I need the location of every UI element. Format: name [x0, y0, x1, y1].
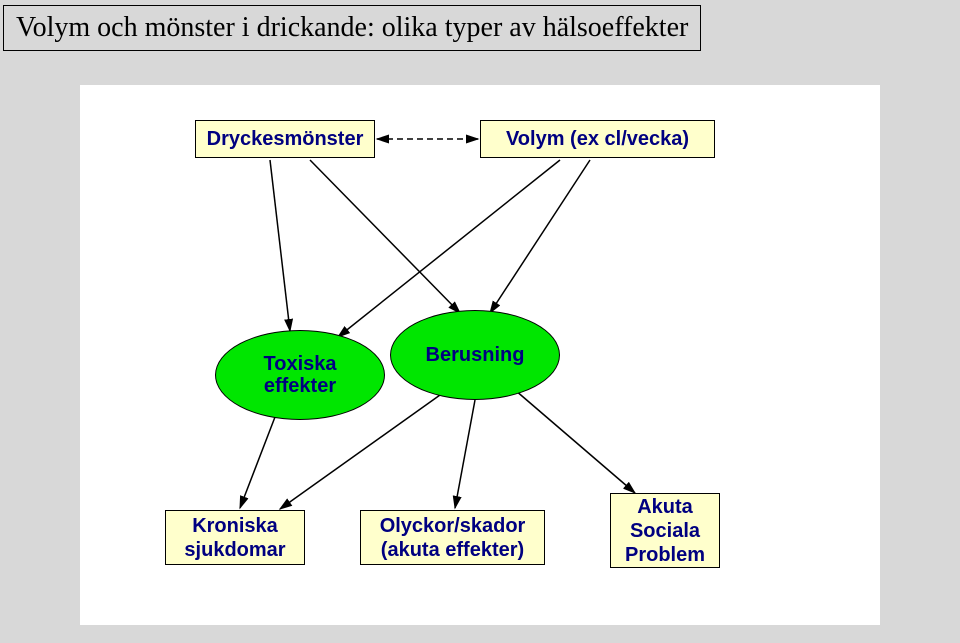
box-olyckor: Olyckor/skador (akuta effekter) — [360, 510, 545, 565]
label: Kroniska sjukdomar — [184, 514, 285, 562]
box-volym: Volym (ex cl/vecka) — [480, 120, 715, 158]
ellipse-toxiska: Toxiska effekter — [215, 330, 385, 420]
diagram-canvas: Dryckesmönster Volym (ex cl/vecka) Toxis… — [80, 85, 880, 625]
label: Volym (ex cl/vecka) — [506, 127, 689, 151]
label: Akuta Sociala Problem — [625, 495, 705, 567]
box-kroniska: Kroniska sjukdomar — [165, 510, 305, 565]
label: Dryckesmönster — [207, 127, 364, 151]
page-title: Volym och mönster i drickande: olika typ… — [3, 5, 701, 51]
label: Berusning — [426, 344, 525, 366]
ellipse-berusning: Berusning — [390, 310, 560, 400]
box-akuta: Akuta Sociala Problem — [610, 493, 720, 568]
label: Olyckor/skador (akuta effekter) — [380, 514, 526, 562]
box-dryckesmonster: Dryckesmönster — [195, 120, 375, 158]
label: Toxiska effekter — [264, 353, 337, 397]
title-text: Volym och mönster i drickande: olika typ… — [16, 12, 688, 43]
